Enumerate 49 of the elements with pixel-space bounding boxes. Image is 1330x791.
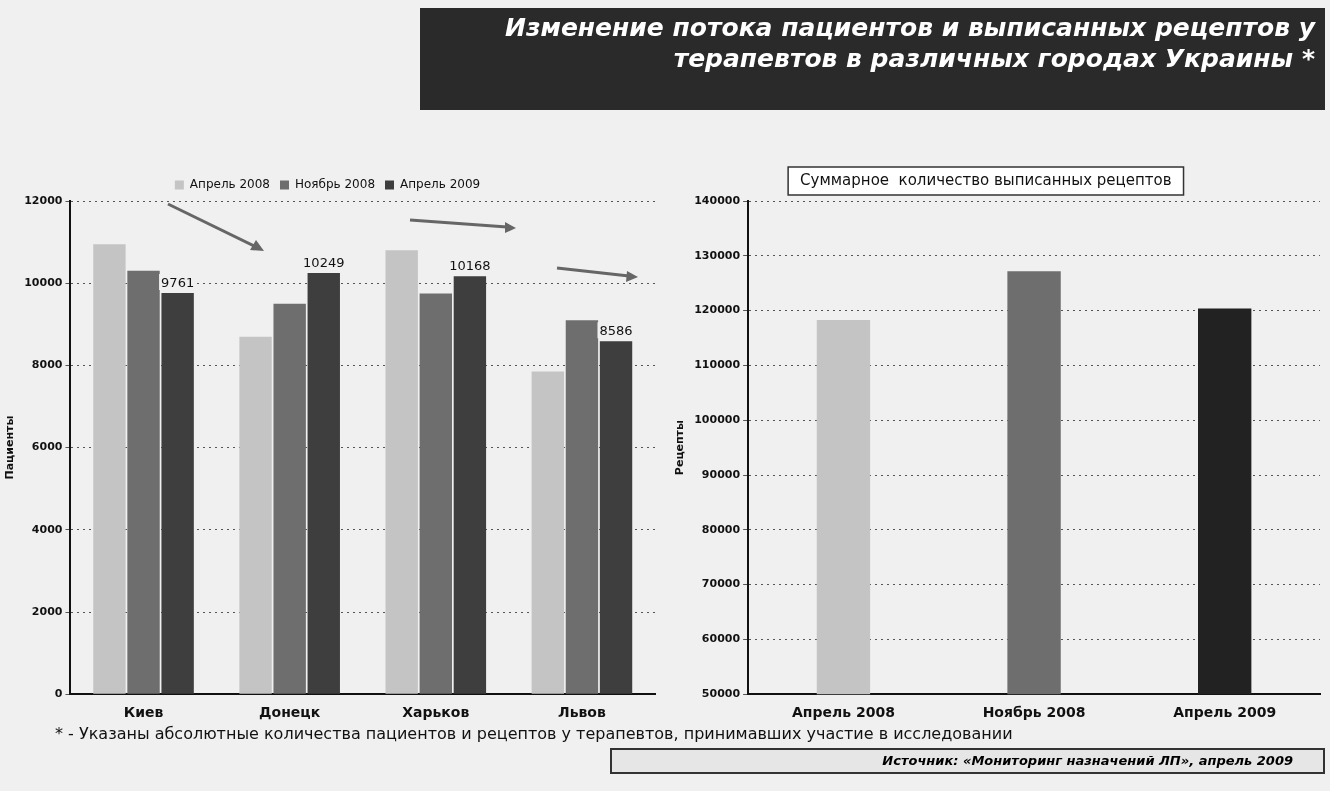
y-axis-title: Пациенты: [3, 415, 17, 480]
y-tick-label: 130000: [694, 248, 741, 262]
y-tick-label: 6000: [31, 440, 63, 454]
y-tick-label: 90000: [701, 467, 741, 481]
y-tick-label: 70000: [701, 577, 741, 591]
y-tick-label: 50000: [701, 687, 741, 701]
x-tick-label: Львов: [558, 704, 606, 721]
y-tick-label: 80000: [701, 522, 741, 536]
x-tick-label: Киев: [123, 704, 164, 721]
bar: [565, 320, 599, 694]
y-tick-label: 60000: [701, 632, 741, 646]
bar: [93, 244, 126, 694]
y-tick-label: 140000: [694, 193, 741, 207]
text: * - Указаны абсолютные количества пациентов и рецептов у терапевтов, принимавших участие в исследовании: [55, 724, 1013, 743]
data-label: 10249: [303, 254, 345, 270]
text: Изменение потока пациентов и выписанных рецептов у терапевтов в различных городах Украины *: [420, 8, 1325, 110]
y-tick-label: 8000: [31, 358, 63, 372]
x-tick-label: Донецк: [259, 704, 321, 721]
y-tick-label: 12000: [24, 193, 63, 207]
bar: [127, 270, 160, 694]
bar: [307, 272, 340, 694]
bar: [599, 341, 633, 694]
y-tick-label: 0: [54, 687, 63, 701]
bar: [453, 276, 487, 694]
x-tick-label: Апрель 2009: [1173, 704, 1277, 721]
legend-label: Апрель 2009: [400, 177, 481, 192]
data-label: 10168: [449, 258, 491, 274]
legend-label: Апрель 2008: [189, 177, 270, 192]
y-tick-label: 110000: [694, 358, 741, 372]
x-tick-label: Ноябрь 2008: [982, 704, 1086, 721]
data-label: 9761: [161, 274, 195, 290]
bar: [385, 250, 418, 694]
y-tick-label: 100000: [694, 413, 741, 427]
legend-label: Ноябрь 2008: [294, 177, 376, 192]
y-tick-label: 4000: [31, 522, 63, 536]
text: Источник: «Мониторинг назначений ЛП», апрель 2009: [610, 748, 1325, 774]
x-tick-label: Харьков: [402, 704, 470, 721]
chart-title: Суммарное количество выписанных рецептов: [800, 170, 1172, 189]
bar: [239, 336, 272, 694]
y-tick-label: 2000: [31, 604, 63, 618]
bar: [531, 371, 565, 694]
bar: [161, 293, 194, 694]
y-axis-title: Рецепты: [673, 420, 687, 476]
bar: [273, 303, 306, 694]
y-tick-label: 120000: [694, 303, 741, 317]
data-label: 8586: [599, 323, 633, 339]
y-tick-label: 10000: [24, 276, 63, 290]
x-tick-label: Апрель 2008: [791, 704, 895, 721]
bar: [419, 293, 452, 694]
